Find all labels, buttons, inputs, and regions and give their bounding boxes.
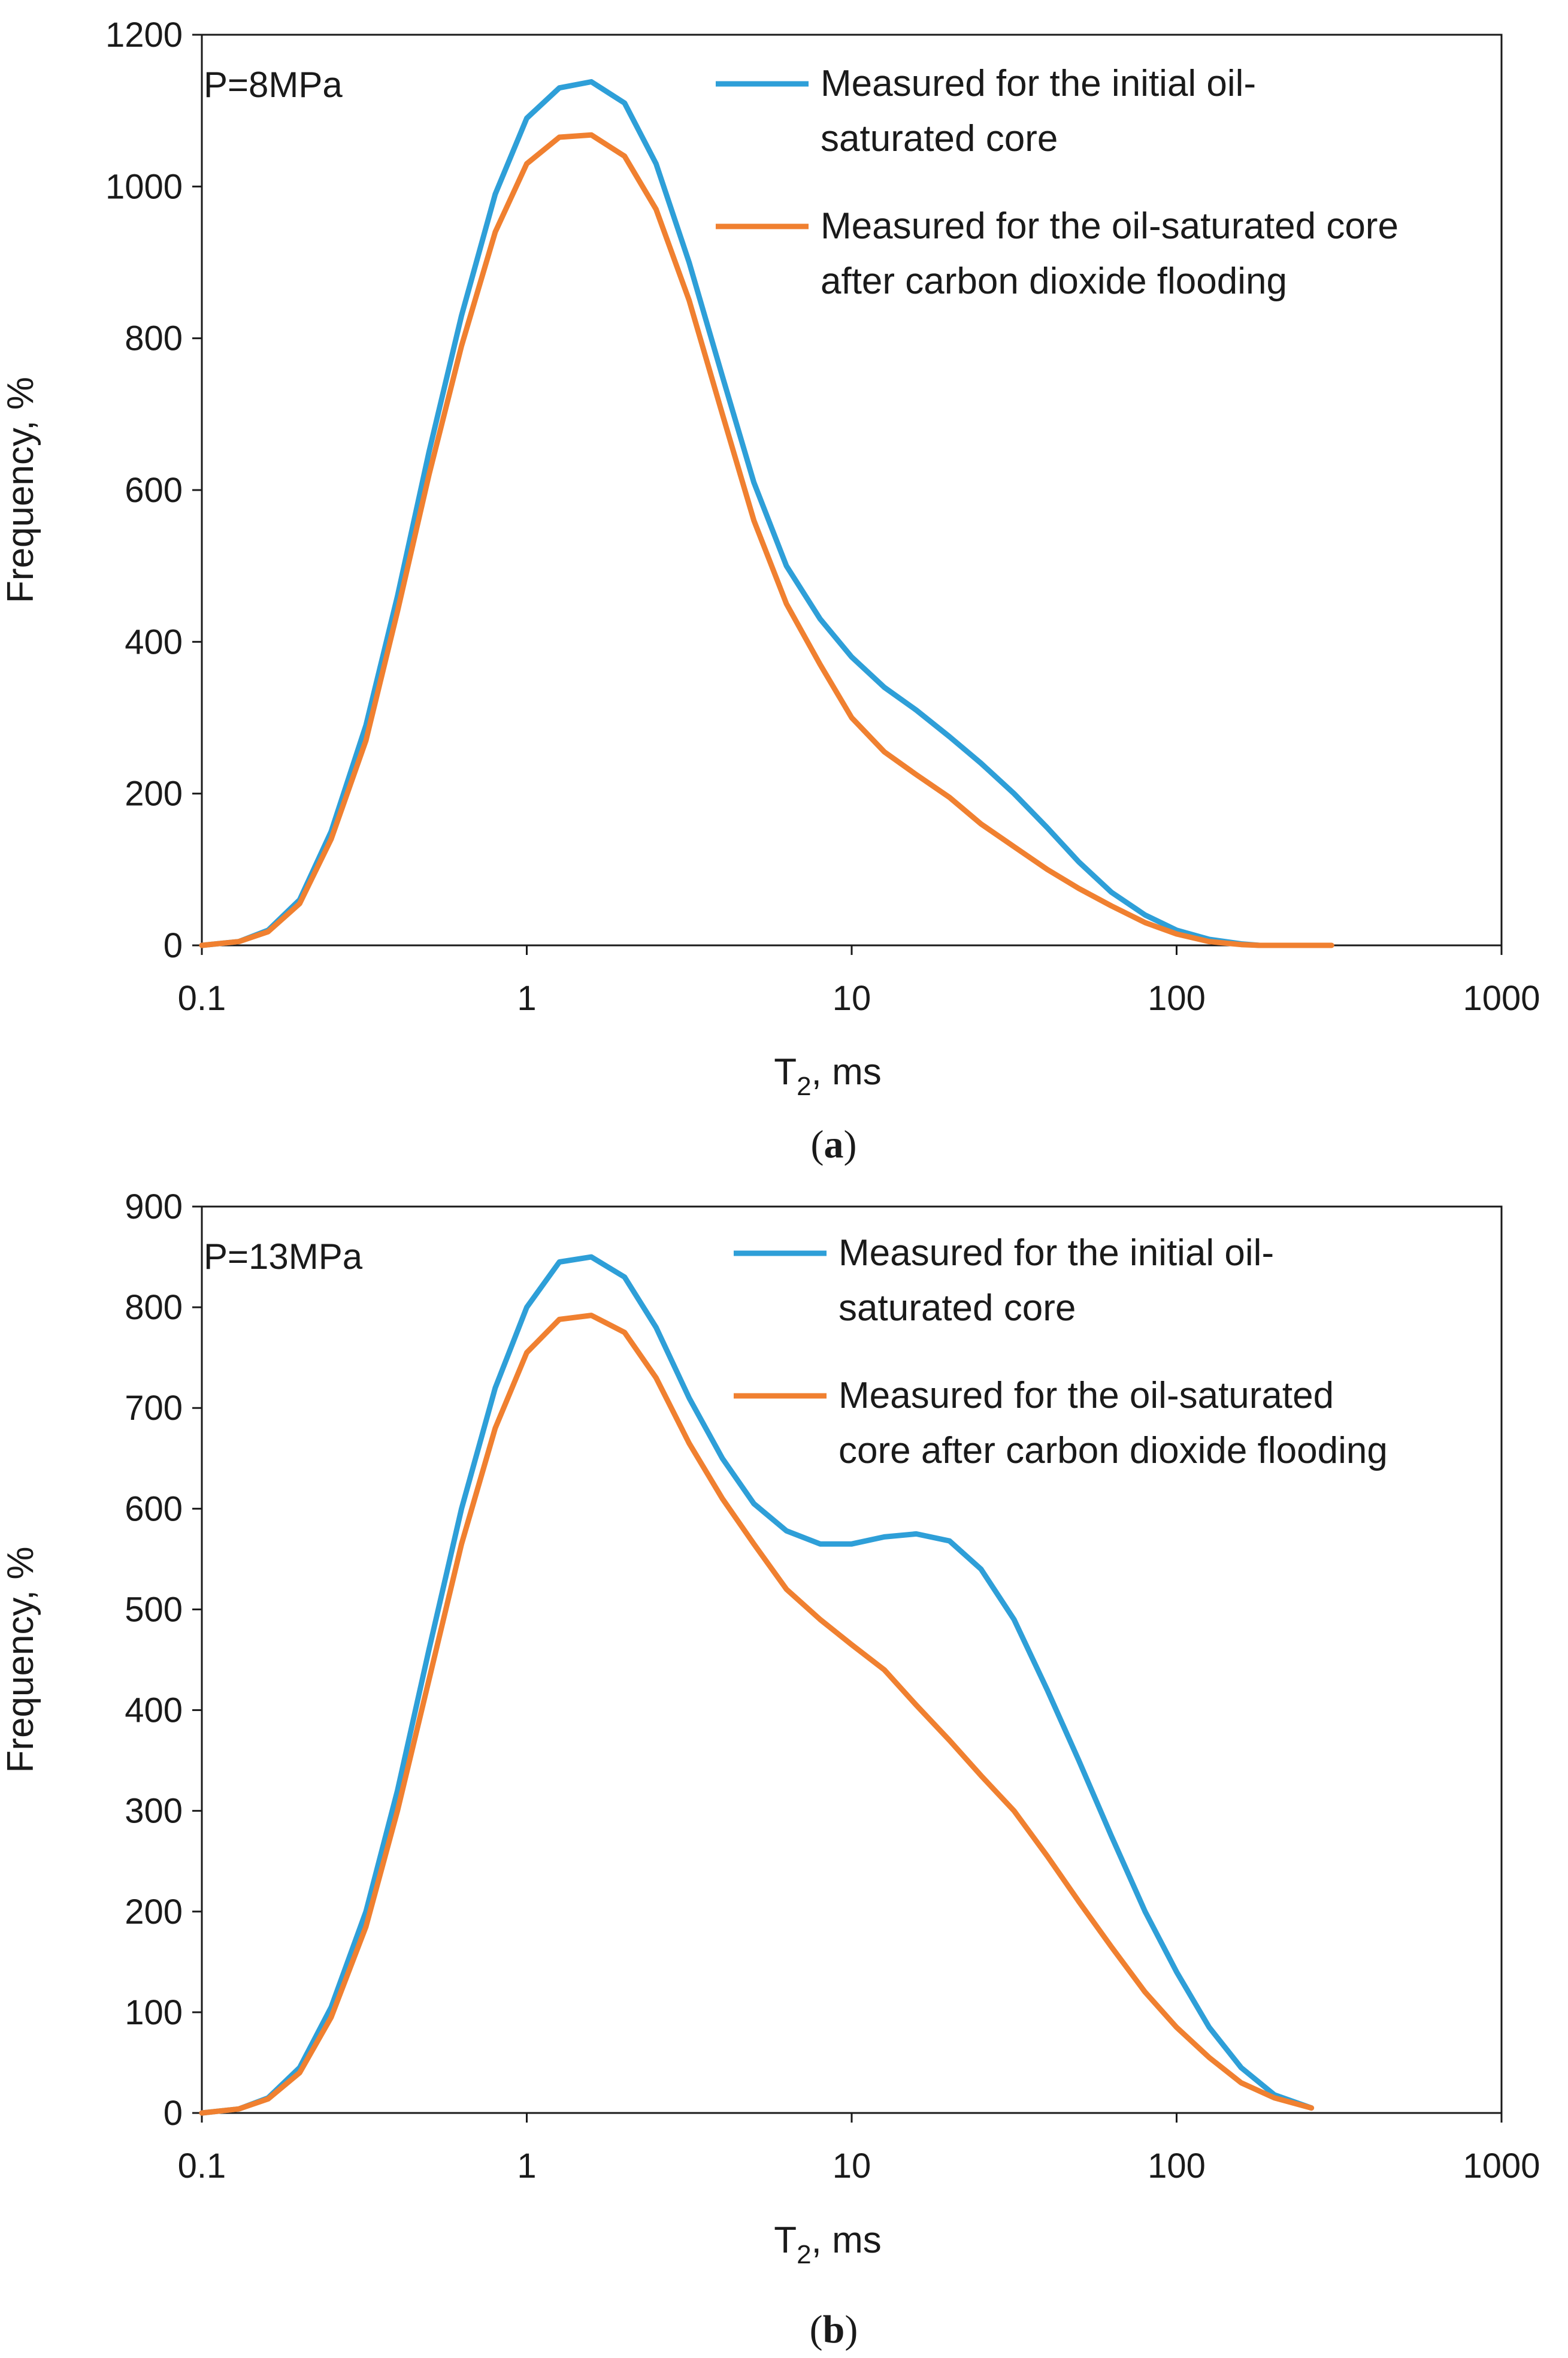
caption-letter: b <box>823 2308 845 2351</box>
y-tick-label: 200 <box>125 775 183 814</box>
y-tick-label: 600 <box>125 471 183 510</box>
caption-letter: a <box>824 1123 844 1166</box>
x-axis-label-main: T <box>774 2220 797 2261</box>
plot-frame <box>201 1205 1503 2114</box>
y-tick-label: 700 <box>125 1389 183 1428</box>
y-axis-label: Frequency, % <box>0 377 41 603</box>
x-axis-label-subscript: 2 <box>797 1072 811 1101</box>
pressure-annotation: P=8MPa <box>204 65 343 105</box>
y-tick-label: 400 <box>125 622 183 661</box>
x-tick-label: 1 <box>517 979 536 1018</box>
x-axis-label-main: T <box>774 1051 797 1093</box>
legend-label-1: saturated core <box>839 1287 1076 1329</box>
y-tick-label: 800 <box>125 1288 183 1327</box>
x-tick-label: 1000 <box>1463 979 1540 1018</box>
y-tick-label: 400 <box>125 1691 183 1730</box>
legend-label-2: after carbon dioxide flooding <box>821 261 1287 302</box>
x-axis-label: T2, ms <box>774 2220 881 2269</box>
y-tick-label: 900 <box>125 1187 183 1226</box>
x-axis-label-subscript: 2 <box>797 2240 811 2269</box>
caption-close: ) <box>844 1123 857 1166</box>
x-axis-label-unit: , ms <box>812 2220 882 2261</box>
x-tick-label: 100 <box>1148 2147 1206 2185</box>
y-axis-label: Frequency, % <box>0 1547 41 1773</box>
y-tick-label: 500 <box>125 1590 183 1629</box>
legend-label-1: Measured for the initial oil- <box>821 63 1256 104</box>
x-tick-label: 10 <box>833 979 871 1018</box>
y-tick-label: 300 <box>125 1792 183 1831</box>
y-tick-label: 1200 <box>105 16 183 55</box>
legend-label-2: Measured for the oil-saturated <box>839 1375 1334 1416</box>
x-tick-label: 100 <box>1148 979 1206 1018</box>
legend-label-1: saturated core <box>821 118 1058 159</box>
x-axis-label-unit: , ms <box>812 1051 882 1093</box>
x-tick-label: 1000 <box>1463 2147 1540 2185</box>
pressure-annotation: P=13MPa <box>204 1237 363 1277</box>
y-tick-label: 100 <box>125 1993 183 2032</box>
legend-label-1: Measured for the initial oil- <box>839 1232 1274 1274</box>
series-line-2 <box>199 1313 1315 2116</box>
x-tick-label: 0.1 <box>178 979 226 1018</box>
legend: Measured for the initial oil-saturated c… <box>734 1232 1388 1471</box>
chart-panel-a: 0 200 400 600 800 1000 1200 0.1 1 10 100 1000 Freque… <box>0 16 1540 1101</box>
legend: Measured for the initial oil-saturated c… <box>716 63 1399 302</box>
caption-open: ( <box>811 1123 824 1166</box>
y-tick-label: 1000 <box>105 167 183 206</box>
caption-open: ( <box>810 2308 823 2351</box>
plot-frame <box>201 34 1503 947</box>
x-tick-label: 10 <box>833 2147 871 2185</box>
chart-panel-b: 0 100 200 300 400 500 600 700 800 900 0.1 1 10 100 100… <box>0 1187 1540 2269</box>
series-line-1 <box>199 1254 1315 2116</box>
panel-caption: (b) <box>810 2308 858 2351</box>
series-line-2 <box>199 132 1334 948</box>
y-tick-label: 800 <box>125 319 183 358</box>
panel-caption: (a) <box>811 1123 857 1166</box>
x-tick-label: 1 <box>517 2147 536 2185</box>
legend-label-2: core after carbon dioxide flooding <box>839 1430 1388 1471</box>
x-tick-label: 0.1 <box>178 2147 226 2185</box>
caption-close: ) <box>844 2308 858 2351</box>
legend-label-2: Measured for the oil-saturated core <box>821 205 1399 247</box>
y-tick-label: 0 <box>164 2094 183 2133</box>
y-tick-label: 200 <box>125 1893 183 1931</box>
y-tick-label: 600 <box>125 1489 183 1528</box>
y-tick-label: 0 <box>164 926 183 965</box>
series-line-1 <box>199 79 1263 948</box>
x-axis-label: T2, ms <box>774 1051 881 1101</box>
